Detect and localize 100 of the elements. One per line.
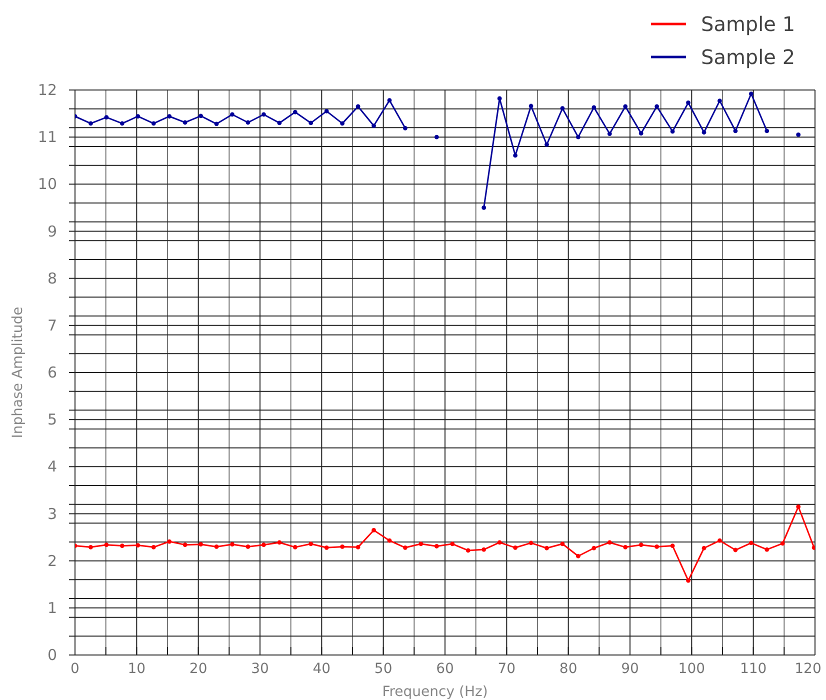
point [702,130,706,135]
point [246,120,250,125]
x-tick-label: 30 [251,661,269,677]
point [356,544,360,550]
point [167,114,172,119]
point [607,132,612,136]
point [733,548,738,552]
point [230,542,234,547]
point [246,544,250,549]
y-tick-label: 7 [47,316,57,334]
point [592,546,596,550]
point [560,106,565,111]
point [482,547,486,552]
point [262,112,266,117]
point [670,129,675,134]
point [466,548,470,553]
y-tick-label: 6 [47,364,57,382]
point [670,544,675,548]
point [403,126,408,130]
point [262,542,266,548]
point [403,545,408,550]
legend-label: Sample 1 [701,12,796,36]
y-tick-label: 11 [38,128,57,146]
point [277,120,282,126]
point [733,128,738,134]
point [812,545,815,550]
point [796,132,801,137]
x-tick-label: 20 [189,661,208,677]
point [182,120,188,125]
x-tick-label: 100 [678,661,706,677]
x-tick-label: 110 [740,661,767,677]
point [387,98,392,103]
point [372,528,376,532]
legend-label: Sample 2 [701,45,796,69]
x-tick-label: 40 [312,661,331,677]
point [544,142,549,147]
point [292,544,298,550]
point [528,104,534,108]
point [748,92,754,96]
point [497,96,502,101]
y-tick-label: 4 [47,458,57,476]
point [686,578,690,583]
point [576,134,580,140]
point [796,504,801,509]
x-tick-label: 120 [794,661,822,677]
point [560,542,565,546]
point [340,544,345,549]
point [497,540,502,545]
point [198,542,203,547]
point [513,153,518,158]
y-tick-label: 9 [47,222,57,240]
x-tick-label: 60 [436,661,454,677]
point [387,538,392,543]
y-tick-label: 12 [38,81,57,99]
x-tick-label: 10 [128,661,146,677]
point [104,542,109,548]
x-axis-title: Frequency (Hz) [382,684,488,700]
y-tick-label: 1 [47,598,57,617]
y-axis-title: Inphase Amplitude [10,306,26,438]
point [638,542,644,548]
point [230,112,234,117]
x-tick-label: 70 [498,661,516,677]
point [88,544,93,550]
point [120,544,124,548]
point [576,554,580,558]
point [482,206,486,210]
point [418,542,424,546]
point [528,540,534,546]
point [277,540,282,545]
point [623,104,628,109]
point [686,100,690,105]
point [592,105,596,110]
point [718,538,722,543]
point [214,544,219,549]
x-tick-label: 0 [70,661,80,677]
y-tick-label: 3 [47,504,57,523]
point [356,104,360,109]
point [450,542,455,546]
point [104,115,109,120]
x-tick-label: 80 [559,661,578,677]
point [151,544,156,550]
point [136,114,140,119]
point [748,540,754,546]
point [340,121,345,126]
point [434,544,439,548]
y-tick-label: 5 [47,410,57,429]
point [654,104,660,109]
point [702,546,706,550]
point [167,539,172,544]
point [718,98,722,104]
point [88,121,93,126]
point [764,128,770,134]
point [324,108,329,114]
point [136,543,140,548]
y-tick-label: 2 [47,552,57,570]
point [198,114,203,118]
point [372,124,376,128]
point [764,547,770,552]
point [607,540,612,545]
point [623,544,628,550]
